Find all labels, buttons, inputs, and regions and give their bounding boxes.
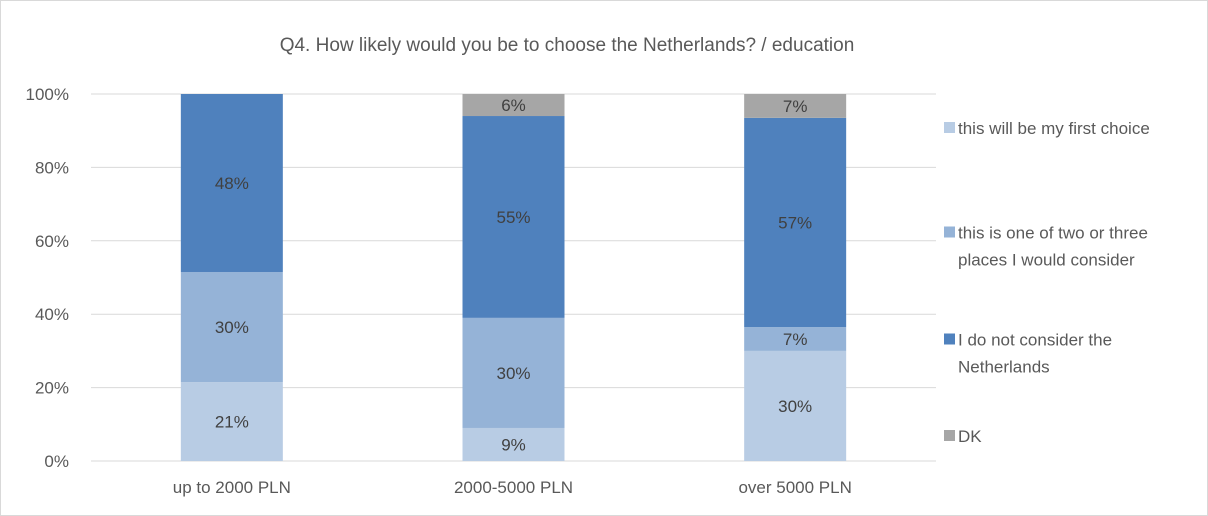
legend-swatch	[944, 333, 955, 345]
bar-segment	[180, 271, 283, 383]
data-label: 55%	[496, 208, 530, 227]
bars	[180, 94, 847, 461]
y-tick-label: 60%	[35, 232, 69, 251]
y-tick-label: 80%	[35, 158, 69, 177]
y-tick-label: 40%	[35, 305, 69, 324]
bar-segment	[744, 117, 847, 328]
data-labels: 21% 30% 48% 9% 30% 55% 6% 30% 7% 57% 7%	[215, 96, 812, 454]
legend-label: this is one of two or three	[958, 224, 1148, 243]
bar-segment	[462, 94, 565, 117]
data-label: 6%	[501, 96, 526, 115]
bar-segment	[744, 327, 847, 351]
legend-item: this is one of two or three places I woul…	[944, 224, 1148, 270]
x-category-label: up to 2000 PLN	[173, 478, 291, 497]
bar-segment	[744, 94, 847, 118]
legend-swatch	[944, 226, 955, 238]
chart-title: Q4. How likely would you be to choose th…	[280, 35, 855, 56]
bar-segment	[462, 116, 565, 318]
data-label: 7%	[783, 330, 808, 349]
legend-label: Netherlands	[958, 358, 1050, 377]
data-label: 48%	[215, 174, 249, 193]
data-label: 30%	[215, 318, 249, 337]
legend-swatch	[944, 430, 955, 441]
legend-label: places I would consider	[958, 251, 1135, 270]
legend-label: this will be my first choice	[958, 119, 1150, 138]
y-tick-label: 0%	[44, 452, 69, 471]
x-category-label: 2000-5000 PLN	[454, 478, 573, 497]
bar-segment	[744, 350, 847, 461]
data-label: 57%	[778, 213, 812, 232]
x-axis-labels: up to 2000 PLN 2000-5000 PLN over 5000 PLN	[173, 478, 852, 497]
legend-label: I do not consider the	[958, 331, 1112, 350]
y-axis-ticks: 0% 20% 40% 60% 80% 100%	[26, 85, 69, 471]
data-label: 21%	[215, 413, 249, 432]
legend: this will be my first choice this is one …	[944, 119, 1150, 446]
y-tick-label: 20%	[35, 379, 69, 398]
bar-segment	[180, 94, 283, 272]
legend-item: I do not consider the Netherlands	[944, 331, 1112, 377]
bar-segment	[462, 317, 565, 428]
legend-item: DK	[944, 427, 982, 446]
y-tick-label: 100%	[26, 85, 69, 104]
legend-swatch	[944, 122, 955, 133]
bar-segment	[462, 427, 565, 461]
data-label: 30%	[778, 397, 812, 416]
legend-label: DK	[958, 427, 982, 446]
legend-item: this will be my first choice	[944, 119, 1150, 138]
data-label: 9%	[501, 435, 526, 454]
x-category-label: over 5000 PLN	[738, 478, 851, 497]
data-label: 7%	[783, 97, 808, 116]
data-label: 30%	[496, 364, 530, 383]
bar-segment	[180, 382, 283, 461]
